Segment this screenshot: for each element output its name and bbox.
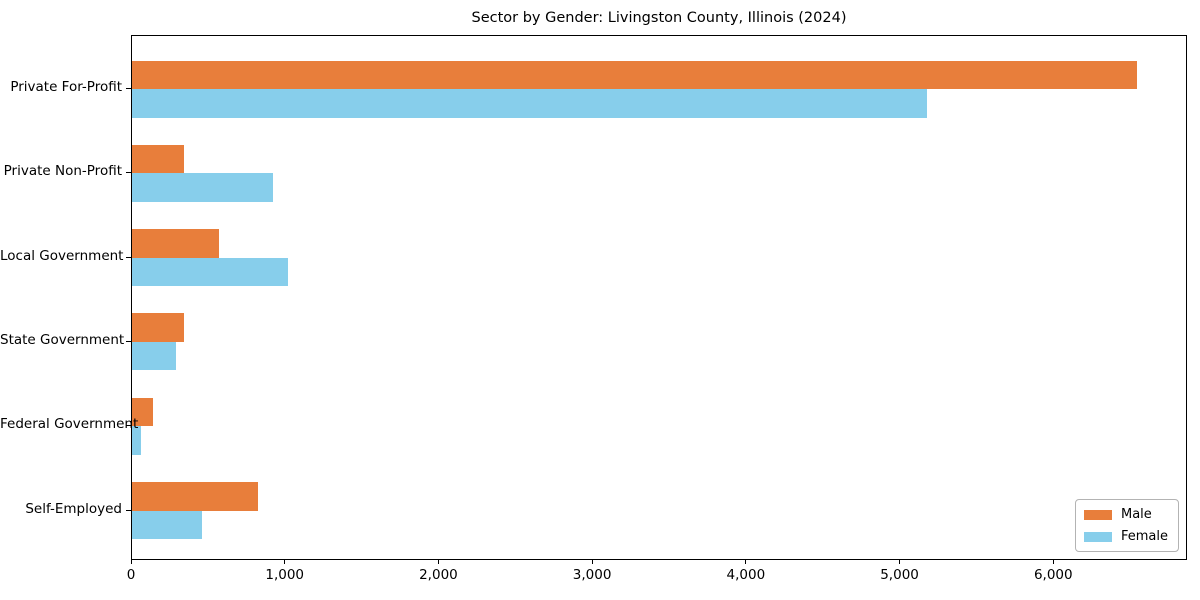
chart-title: Sector by Gender: Livingston County, Ill… — [471, 10, 847, 26]
x-tick-mark — [1052, 560, 1054, 564]
x-tick-label: 3,000 — [572, 567, 612, 583]
bar-female-self-employed — [132, 510, 202, 539]
x-tick-label: 0 — [126, 567, 136, 583]
y-tick-mark — [126, 509, 131, 511]
y-tick-mark — [126, 88, 131, 89]
bar-male-local-government — [132, 229, 219, 258]
x-tick-label: 6,000 — [1033, 567, 1073, 583]
bar-male-federal-government — [132, 397, 153, 427]
legend-entry-male: Male — [1083, 507, 1168, 522]
bar-female-private-for-profit — [132, 89, 927, 118]
bar-female-federal-government — [132, 426, 142, 455]
y-tick-mark — [126, 256, 131, 258]
x-tick-mark — [284, 560, 286, 564]
x-tick-mark — [591, 560, 593, 564]
legend-label-male: Male — [1120, 507, 1152, 522]
legend-swatch-female — [1083, 531, 1112, 542]
legend-label-female: Female — [1120, 529, 1168, 544]
y-axis-label-federal-government: Federal Government — [0, 416, 139, 433]
legend-swatch-male — [1083, 509, 1112, 520]
x-tick-mark — [899, 560, 901, 564]
plot-area: Male Female — [131, 35, 1187, 560]
legend: Male Female — [1074, 499, 1179, 552]
y-axis-label-private-non-profit: Private Non-Profit — [3, 163, 122, 180]
legend-entry-female: Female — [1083, 529, 1168, 544]
x-tick-label: 5,000 — [880, 567, 919, 583]
bar-male-private-non-profit — [132, 144, 185, 174]
bar-male-self-employed — [132, 482, 259, 511]
bar-female-local-government — [132, 257, 289, 287]
bar-male-private-for-profit — [132, 60, 1137, 89]
y-axis-label-state-government: State Government — [0, 331, 125, 348]
y-axis-label-local-government: Local Government — [0, 247, 124, 264]
bar-female-state-government — [132, 341, 176, 371]
y-tick-mark — [126, 425, 131, 427]
x-tick-mark — [745, 560, 747, 564]
y-axis-label-private-for-profit: Private For-Profit — [10, 79, 122, 95]
x-tick-mark — [437, 560, 439, 564]
y-tick-mark — [126, 340, 131, 342]
y-tick-mark — [126, 172, 131, 174]
bar-male-state-government — [132, 313, 185, 342]
bar-female-private-non-profit — [132, 173, 274, 202]
y-axis-label-self-employed: Self-Employed — [25, 500, 122, 517]
x-tick-label: 4,000 — [726, 567, 766, 583]
x-tick-label: 1,000 — [265, 567, 305, 583]
x-tick-label: 2,000 — [419, 567, 458, 583]
x-tick-mark — [130, 560, 132, 564]
